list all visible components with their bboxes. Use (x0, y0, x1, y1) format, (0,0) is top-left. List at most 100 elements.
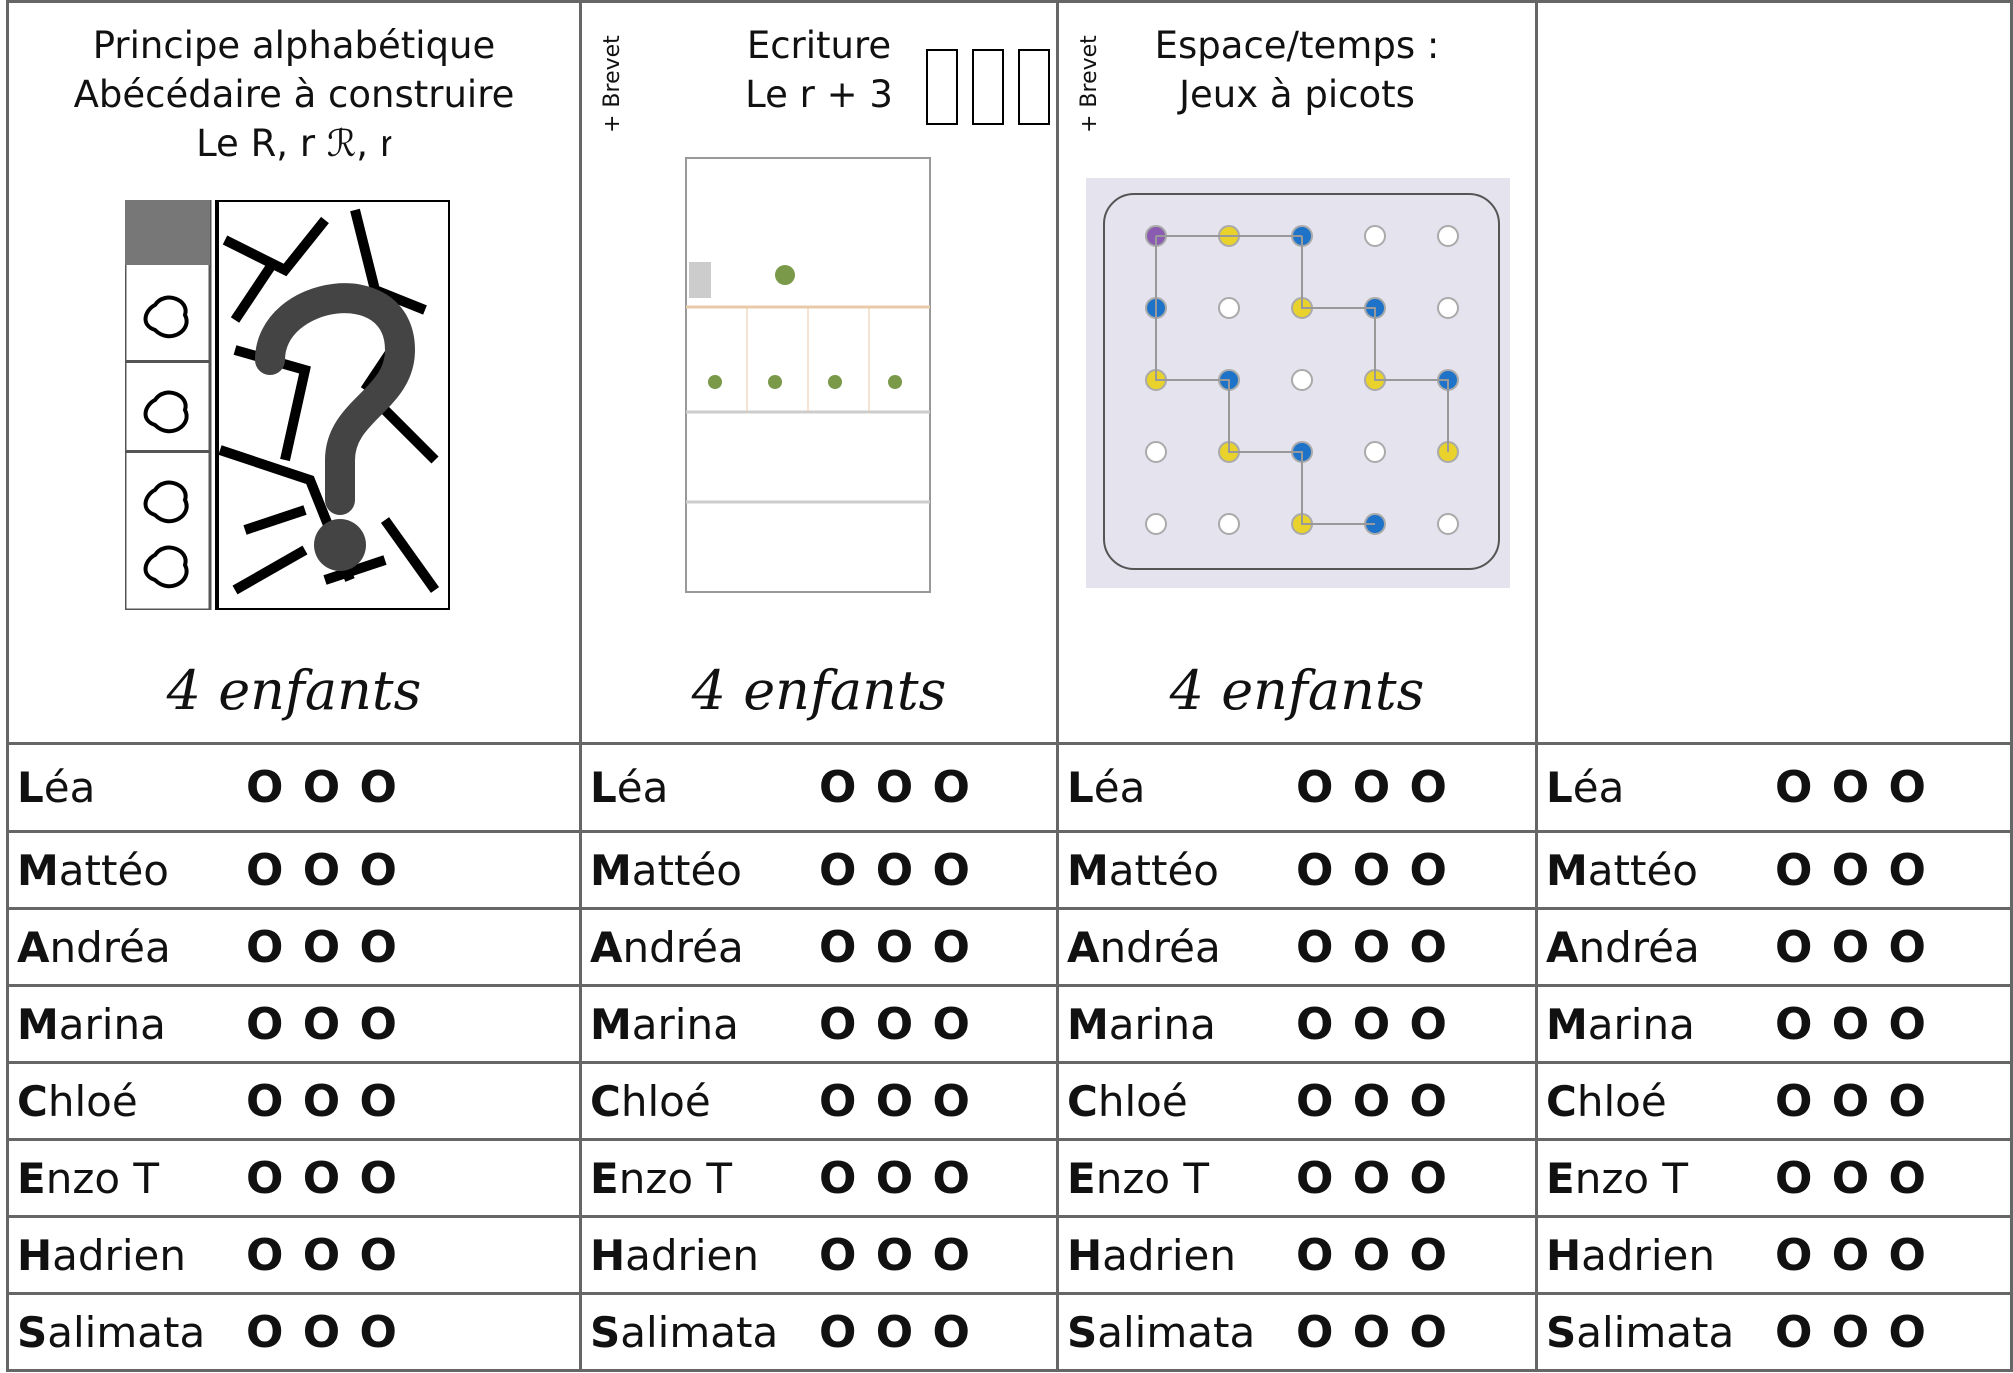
status-circles: O O O (819, 998, 972, 1050)
student-cell: Andréa O O O (1059, 910, 1538, 987)
status-circles: O O O (246, 844, 399, 896)
student-cell: Hadrien O O O (6, 1218, 582, 1295)
student-name: Marina (1067, 999, 1216, 1049)
student-name: Andréa (1067, 922, 1221, 972)
student-name: Enzo T (1546, 1153, 1689, 1203)
student-name: Mattéo (1546, 845, 1699, 895)
student-cell: Hadrien O O O (582, 1218, 1059, 1295)
student-cell: Mattéo O O O (1059, 833, 1538, 910)
student-name: Marina (590, 999, 739, 1049)
student-name: Hadrien (17, 1230, 186, 1280)
student-cell: Mattéo O O O (1538, 833, 2013, 910)
student-name: Marina (1546, 999, 1695, 1049)
student-cell: Léa O O O (1059, 745, 1538, 833)
status-circles: O O O (246, 762, 399, 813)
student-cell: Andréa O O O (1538, 910, 2013, 987)
status-circles: O O O (1296, 1152, 1449, 1204)
status-circles: O O O (1296, 844, 1449, 896)
student-name: Hadrien (590, 1230, 759, 1280)
student-name: Marina (17, 999, 166, 1049)
status-circles: O O O (819, 1075, 972, 1127)
student-name: Salimata (17, 1307, 206, 1357)
student-cell: Enzo T O O O (6, 1141, 582, 1218)
header-text (1538, 3, 2010, 21)
student-cell: Salimata O O O (582, 1295, 1059, 1372)
status-circles: O O O (819, 1152, 972, 1204)
student-cell: Enzo T O O O (1059, 1141, 1538, 1218)
header-cell: Principe alphabétique Abécédaire à constr… (6, 0, 582, 745)
status-circles: O O O (1296, 921, 1449, 973)
student-cell: Mattéo O O O (6, 833, 582, 910)
header-text: Espace/temps : Jeux à picots (1059, 3, 1535, 119)
header-line: Abécédaire à construire (73, 73, 515, 116)
student-cell: Salimata O O O (1538, 1295, 2013, 1372)
student-name: Mattéo (17, 845, 170, 895)
header-cell: Ecriture Le r + 3 + Brevet 4 enfants (582, 0, 1059, 745)
status-circles: O O O (246, 1306, 399, 1358)
student-name: Enzo T (590, 1153, 733, 1203)
student-name: Mattéo (590, 845, 743, 895)
student-cell: Léa O O O (582, 745, 1059, 833)
student-cell: Salimata O O O (1059, 1295, 1538, 1372)
status-circles: O O O (246, 1152, 399, 1204)
student-name: Chloé (1067, 1076, 1188, 1126)
student-cell: Salimata O O O (6, 1295, 582, 1372)
side-label: + Brevet (1077, 35, 1102, 133)
student-cell: Hadrien O O O (1059, 1218, 1538, 1295)
student-name: Mattéo (1067, 845, 1220, 895)
side-label: + Brevet (600, 35, 625, 133)
status-circles: O O O (1775, 921, 1928, 973)
status-circles: O O O (1296, 1229, 1449, 1281)
student-name: Hadrien (1546, 1230, 1715, 1280)
status-circles: O O O (819, 921, 972, 973)
status-circles: O O O (1775, 762, 1928, 813)
student-name: Salimata (1067, 1307, 1256, 1357)
student-cell: Chloé O O O (1538, 1064, 2013, 1141)
status-circles: O O O (1296, 1306, 1449, 1358)
header-line: Le r + 3 (745, 73, 893, 116)
status-circles: O O O (1296, 1075, 1449, 1127)
student-name: Salimata (1546, 1307, 1735, 1357)
header-text: Ecriture Le r + 3 (582, 3, 1056, 119)
status-circles: O O O (1296, 762, 1449, 813)
status-circles: O O O (1775, 1152, 1928, 1204)
status-circles: O O O (246, 1075, 399, 1127)
group-size: 4 enfants (691, 659, 947, 722)
student-cell: Marina O O O (1538, 987, 2013, 1064)
header-line: Le R, r ℛ, ꭇ (196, 122, 392, 165)
status-circles: O O O (1775, 844, 1928, 896)
student-name: Chloé (1546, 1076, 1667, 1126)
student-name: Enzo T (1067, 1153, 1210, 1203)
status-circles: O O O (246, 1229, 399, 1281)
status-circles: O O O (246, 998, 399, 1050)
status-circles: O O O (819, 844, 972, 896)
student-cell: Chloé O O O (6, 1064, 582, 1141)
header-line: Principe alphabétique (92, 24, 496, 67)
status-circles: O O O (246, 921, 399, 973)
status-circles: O O O (819, 1229, 972, 1281)
student-cell: Hadrien O O O (1538, 1218, 2013, 1295)
student-cell: Marina O O O (582, 987, 1059, 1064)
picots-image (1086, 178, 1510, 588)
student-cell: Léa O O O (6, 745, 582, 833)
group-size: 4 enfants (1169, 659, 1425, 722)
student-name: Chloé (17, 1076, 138, 1126)
student-name: Léa (17, 763, 96, 812)
header-line: Ecriture (746, 24, 892, 67)
student-cell: Andréa O O O (582, 910, 1059, 987)
header-line: Espace/temps : (1154, 24, 1440, 67)
status-circles: O O O (1775, 1306, 1928, 1358)
status-circles: O O O (819, 1306, 972, 1358)
header-cell (1538, 0, 2013, 745)
ecriture-image (685, 157, 931, 593)
student-name: Hadrien (1067, 1230, 1236, 1280)
status-circles: O O O (1775, 1075, 1928, 1127)
student-name: Andréa (590, 922, 744, 972)
student-cell: Enzo T O O O (582, 1141, 1059, 1218)
student-name: Enzo T (17, 1153, 160, 1203)
student-cell: Enzo T O O O (1538, 1141, 2013, 1218)
boxes (926, 49, 1050, 125)
student-cell: Marina O O O (1059, 987, 1538, 1064)
status-circles: O O O (1775, 1229, 1928, 1281)
